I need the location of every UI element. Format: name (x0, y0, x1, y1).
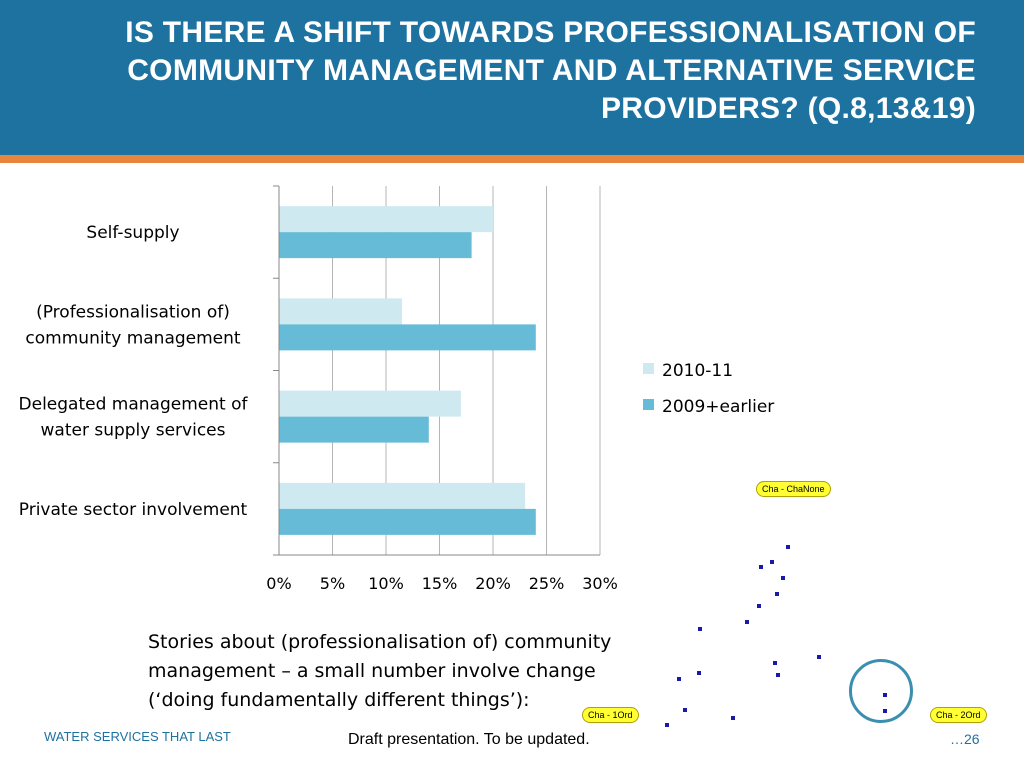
marker-dot (665, 723, 669, 727)
category-label: Self-supply (86, 223, 179, 243)
bar-2010-11 (279, 390, 461, 417)
highlight-circle (849, 659, 913, 723)
marker-dot (731, 716, 735, 720)
bar-2010-11 (279, 482, 526, 509)
marker-dot (786, 545, 790, 549)
x-tick-label: 20% (475, 574, 511, 593)
slide-title: IS THERE A SHIFT TOWARDS PROFESSIONALISA… (125, 16, 976, 125)
category-label: (Professionalisation of) community manage… (25, 302, 240, 348)
legend-swatch (643, 363, 654, 374)
bar-2009-earlier (279, 416, 429, 443)
category-labels: Self-supply (Professionalisation of) commu… (19, 223, 249, 520)
marker-dot (697, 671, 701, 675)
x-tick-label: 10% (368, 574, 404, 593)
x-tick-label: 15% (422, 574, 458, 593)
x-tick-label: 30% (582, 574, 618, 593)
header-band (0, 0, 1024, 155)
legend-label: 2009+earlier (662, 397, 774, 417)
stories-text: Stories about (professionalisation of) c… (148, 631, 612, 711)
marker-dot (817, 655, 821, 659)
bar-2010-11 (279, 298, 403, 325)
footer-organisation: WATER SERVICES THAT LAST (44, 729, 231, 744)
marker-dot (759, 565, 763, 569)
header-accent-stripe (0, 155, 1024, 163)
tag-cha-none: Cha - ChaNone (756, 481, 831, 497)
marker-dot (757, 604, 761, 608)
legend-swatch (643, 399, 654, 410)
marker-dot (776, 673, 780, 677)
marker-dot (745, 620, 749, 624)
x-tick-label: 0% (266, 574, 291, 593)
bar-2009-earlier (279, 232, 472, 259)
marker-dot (698, 627, 702, 631)
chart-bars (279, 206, 536, 535)
x-tick-label: 5% (320, 574, 345, 593)
bar-2009-earlier (279, 324, 536, 351)
footer-note: Draft presentation. To be updated. (348, 731, 590, 748)
legend-label: 2010-11 (662, 361, 733, 381)
category-label: Delegated management of water supply serv… (19, 395, 249, 441)
marker-dot (781, 576, 785, 580)
page-number: …26 (950, 731, 980, 747)
marker-dot (677, 677, 681, 681)
marker-dot (883, 693, 887, 697)
marker-dot (775, 592, 779, 596)
chart-legend: 2010-11 2009+earlier (643, 361, 774, 417)
marker-dot (773, 661, 777, 665)
x-tick-labels: 0% 5% 10% 15% 20% 25% 30% (266, 574, 617, 593)
marker-dot (770, 560, 774, 564)
marker-dot (883, 709, 887, 713)
chart-axes (273, 185, 600, 556)
bar-2009-earlier (279, 508, 536, 535)
tag-cha-1ord: Cha - 1Ord (582, 707, 639, 723)
marker-dot (683, 708, 687, 712)
tag-cha-2ord: Cha - 2Ord (930, 707, 987, 723)
x-tick-label: 25% (529, 574, 565, 593)
bar-2010-11 (279, 206, 493, 233)
category-label: Private sector involvement (19, 500, 248, 520)
